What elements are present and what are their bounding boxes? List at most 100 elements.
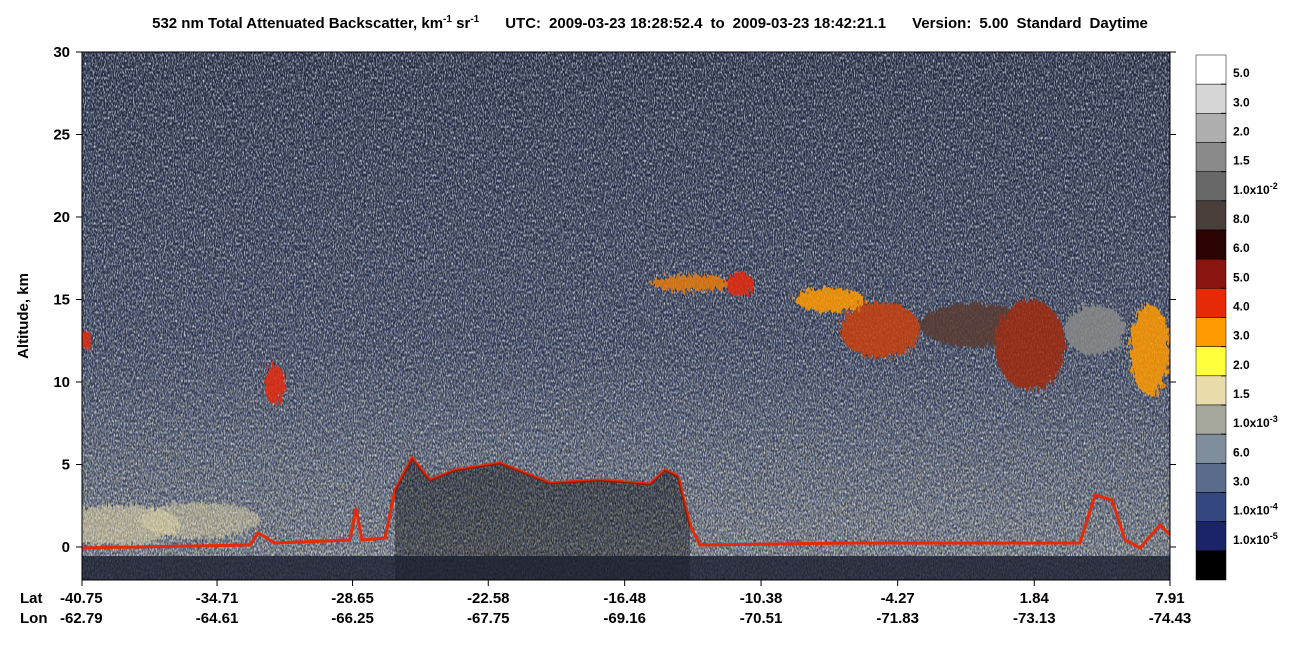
title-part: Standard: [1017, 15, 1082, 32]
title-part: 2009-03-23 18:42:21.1: [733, 15, 886, 32]
x-tick-label: -62.79: [60, 610, 103, 627]
colorbar: 5.03.02.01.51.0x10-28.06.05.04.03.02.01.…: [1195, 54, 1278, 581]
title-part: Daytime: [1090, 15, 1148, 32]
colorbar-label: 2.0: [1233, 358, 1250, 372]
title-part: -1: [443, 14, 452, 25]
colorbar-label: 3.0: [1233, 475, 1250, 489]
colorbar-label: 5.0: [1233, 270, 1250, 284]
colorbar-label-part: 2.0: [1233, 358, 1250, 372]
colorbar-swatch: [1195, 521, 1227, 552]
colorbar-label-part: 3.0: [1233, 95, 1250, 109]
x-tick-label: -67.75: [467, 610, 510, 627]
x-tick-label: -10.38: [740, 590, 783, 607]
colorbar-label: 1.5: [1233, 154, 1250, 168]
title-part: -1: [470, 14, 479, 25]
title-part: to: [711, 15, 725, 32]
colorbar-label: 1.0x10-3: [1233, 414, 1278, 430]
x-tick-label: -64.61: [196, 610, 239, 627]
colorbar-label-part: -2: [1270, 181, 1278, 191]
colorbar-label-part: -4: [1270, 502, 1278, 512]
title-part: UTC:: [505, 15, 541, 32]
y-tick-label: 25: [53, 127, 70, 144]
y-tick-label: 5: [62, 457, 70, 474]
colorbar-label: 6.0: [1233, 241, 1250, 255]
x-tick-label: -22.58: [467, 590, 510, 607]
colorbar-label-part: -3: [1270, 414, 1278, 424]
y-tick-label: 0: [62, 539, 70, 556]
colorbar-label-part: 2.0: [1233, 125, 1250, 139]
colorbar-label: 5.0: [1233, 66, 1250, 80]
colorbar-label-part: 1.0x10: [1233, 416, 1270, 430]
colorbar-swatch: [1195, 492, 1227, 522]
x-tick-label: -69.16: [603, 610, 646, 627]
x-tick-label: -71.83: [876, 610, 919, 627]
colorbar-label: 1.0x10-2: [1233, 181, 1278, 197]
y-tick-label: 20: [53, 209, 70, 226]
colorbar-swatch: [1195, 229, 1227, 260]
colorbar-swatch: [1195, 83, 1227, 114]
title-part: Version:: [912, 15, 971, 32]
x-tick-label: 1.84: [1020, 590, 1050, 607]
x-tick-label: -66.25: [331, 610, 374, 627]
colorbar-label: 3.0: [1233, 329, 1250, 343]
colorbar-label-part: 3.0: [1233, 475, 1250, 489]
title-part: 5.00: [979, 15, 1008, 32]
colorbar-swatch: [1195, 404, 1227, 435]
colorbar-label-part: -5: [1270, 531, 1278, 541]
y-axis-label: Altitude, km: [15, 273, 32, 359]
title-part: sr: [452, 15, 471, 32]
x-tick-label: -34.71: [196, 590, 239, 607]
colorbar-swatch: [1195, 550, 1227, 581]
colorbar-label-part: 1.5: [1233, 154, 1250, 168]
x-row-label: Lat: [20, 590, 43, 607]
colorbar-swatch: [1195, 142, 1227, 172]
x-tick-label: -70.51: [740, 610, 783, 627]
colorbar-swatch: [1195, 200, 1227, 231]
colorbar-label: 4.0: [1233, 300, 1250, 314]
colorbar-swatch: [1195, 433, 1227, 464]
colorbar-label-part: 5.0: [1233, 66, 1250, 80]
x-tick-label: -28.65: [331, 590, 374, 607]
colorbar-swatch: [1195, 288, 1227, 318]
colorbar-label: 6.0: [1233, 445, 1250, 459]
colorbar-swatch: [1195, 54, 1227, 85]
colorbar-label-part: 1.0x10: [1233, 183, 1270, 197]
chart-title: 532 nm Total Attenuated Backscatter, km-…: [152, 14, 1148, 32]
colorbar-label-part: 1.0x10: [1233, 533, 1270, 547]
title-part: 532 nm Total Attenuated Backscatter, km: [152, 15, 443, 32]
backscatter-image: [82, 52, 1170, 580]
colorbar-swatch: [1195, 113, 1227, 143]
y-tick-label: 15: [53, 292, 70, 309]
colorbar-swatch: [1195, 375, 1227, 406]
plot-frame: [81, 51, 1171, 581]
x-tick-label: -40.75: [60, 590, 103, 607]
x-tick-label: -73.13: [1013, 610, 1056, 627]
colorbar-label-part: 6.0: [1233, 445, 1250, 459]
colorbar-swatch: [1195, 171, 1227, 202]
colorbar-label: 1.0x10-5: [1233, 531, 1278, 547]
colorbar-label-part: 1.0x10: [1233, 504, 1270, 518]
colorbar-label: 8.0: [1233, 212, 1250, 226]
colorbar-label-part: 6.0: [1233, 241, 1250, 255]
colorbar-swatch: [1195, 463, 1227, 493]
colorbar-label: 3.0: [1233, 95, 1250, 109]
x-tick-label: 7.91: [1155, 590, 1184, 607]
colorbar-label-part: 8.0: [1233, 212, 1250, 226]
y-tick-label: 30: [53, 44, 70, 61]
colorbar-label-part: 4.0: [1233, 300, 1250, 314]
x-tick-label: -4.27: [881, 590, 915, 607]
colorbar-label: 1.5: [1233, 387, 1250, 401]
x-row-label: Lon: [20, 610, 48, 627]
colorbar-label: 1.0x10-4: [1233, 502, 1278, 518]
title-part: 2009-03-23 18:28:52.4: [549, 15, 703, 32]
colorbar-swatch: [1195, 346, 1227, 377]
colorbar-label: 2.0: [1233, 125, 1250, 139]
colorbar-swatch: [1195, 258, 1227, 289]
colorbar-label-part: 3.0: [1233, 329, 1250, 343]
colorbar-label-part: 5.0: [1233, 270, 1250, 284]
x-tick-label: -16.48: [603, 590, 646, 607]
x-tick-label: -74.43: [1149, 610, 1192, 627]
colorbar-swatch: [1195, 317, 1227, 347]
colorbar-label-part: 1.5: [1233, 387, 1250, 401]
